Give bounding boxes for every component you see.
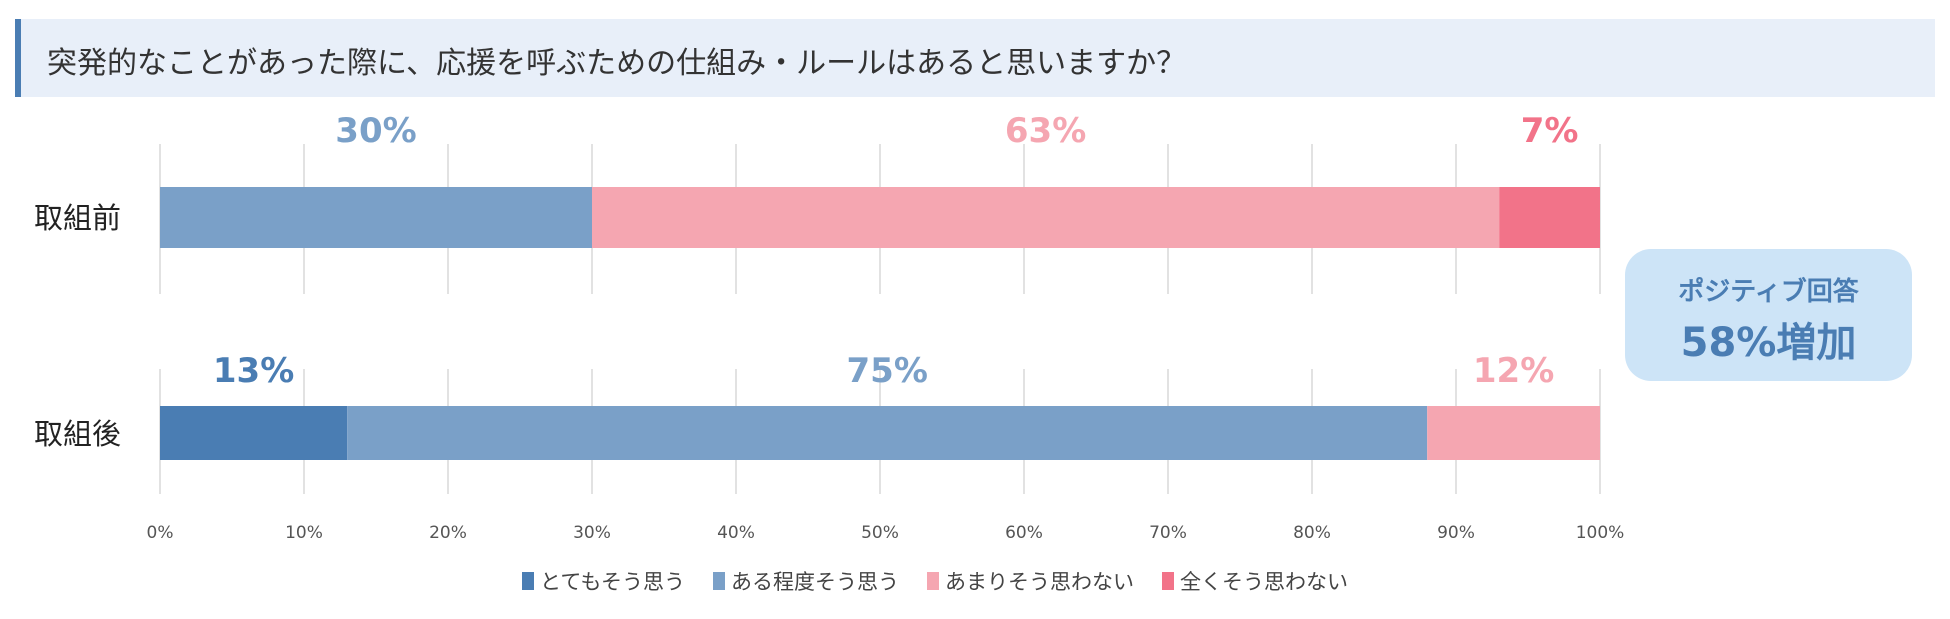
legend-label: あまりそう思わない [944,570,1134,594]
callout-line2: 58%増加 [1680,320,1857,366]
x-tick-label: 30% [573,523,611,543]
callout-badge: ポジティブ回答 58%増加 [1625,249,1912,381]
legend-swatch [1161,572,1174,590]
legend-swatch [926,572,939,590]
bar-segment [347,406,1428,460]
chart-title: 突発的なことがあった際に、応援を呼ぶための仕組み・ルールはあると思いますか？ [47,46,1187,81]
data-label: 63% [1005,111,1086,151]
bar-segment [592,187,1500,248]
data-label: 30% [335,111,416,151]
category-label: 取組前 [34,201,121,235]
legend-swatch [712,572,725,590]
x-tick-label: 40% [717,523,755,543]
x-tick-label: 50% [861,523,899,543]
x-tick-label: 70% [1149,523,1187,543]
data-label: 7% [1521,111,1579,151]
legend-item: あまりそう思わない [926,566,1134,596]
legend-item: 全くそう思わない [1161,566,1348,596]
bar-segment [160,406,348,460]
x-tick-label: 60% [1005,523,1043,543]
legend-label: ある程度そう思う [730,570,899,594]
category-label: 取組後 [34,417,121,451]
data-label: 75% [847,351,928,391]
x-tick-label: 10% [285,523,323,543]
legend-label: とてもそう思う [540,570,685,594]
chart-title-band: 突発的なことがあった際に、応援を呼ぶための仕組み・ルールはあると思いますか？ [15,19,1935,97]
x-tick-label: 100% [1576,523,1625,543]
x-tick-label: 20% [429,523,467,543]
x-tick-label: 90% [1437,523,1475,543]
x-tick-label: 80% [1293,523,1331,543]
data-label: 12% [1473,351,1554,391]
bar-segment [1499,187,1600,248]
x-tick-label: 0% [147,523,174,543]
legend: とてもそう思う ある程度そう思う あまりそう思わない 全くそう思わない [0,566,1950,596]
legend-swatch [522,572,535,590]
legend-item: ある程度そう思う [712,566,899,596]
legend-item: とてもそう思う [522,566,685,596]
data-label: 13% [213,351,294,391]
bar-segment [1427,406,1600,460]
callout-line1: ポジティブ回答 [1678,277,1859,307]
legend-label: 全くそう思わない [1179,570,1348,594]
bar-segment [160,187,592,248]
